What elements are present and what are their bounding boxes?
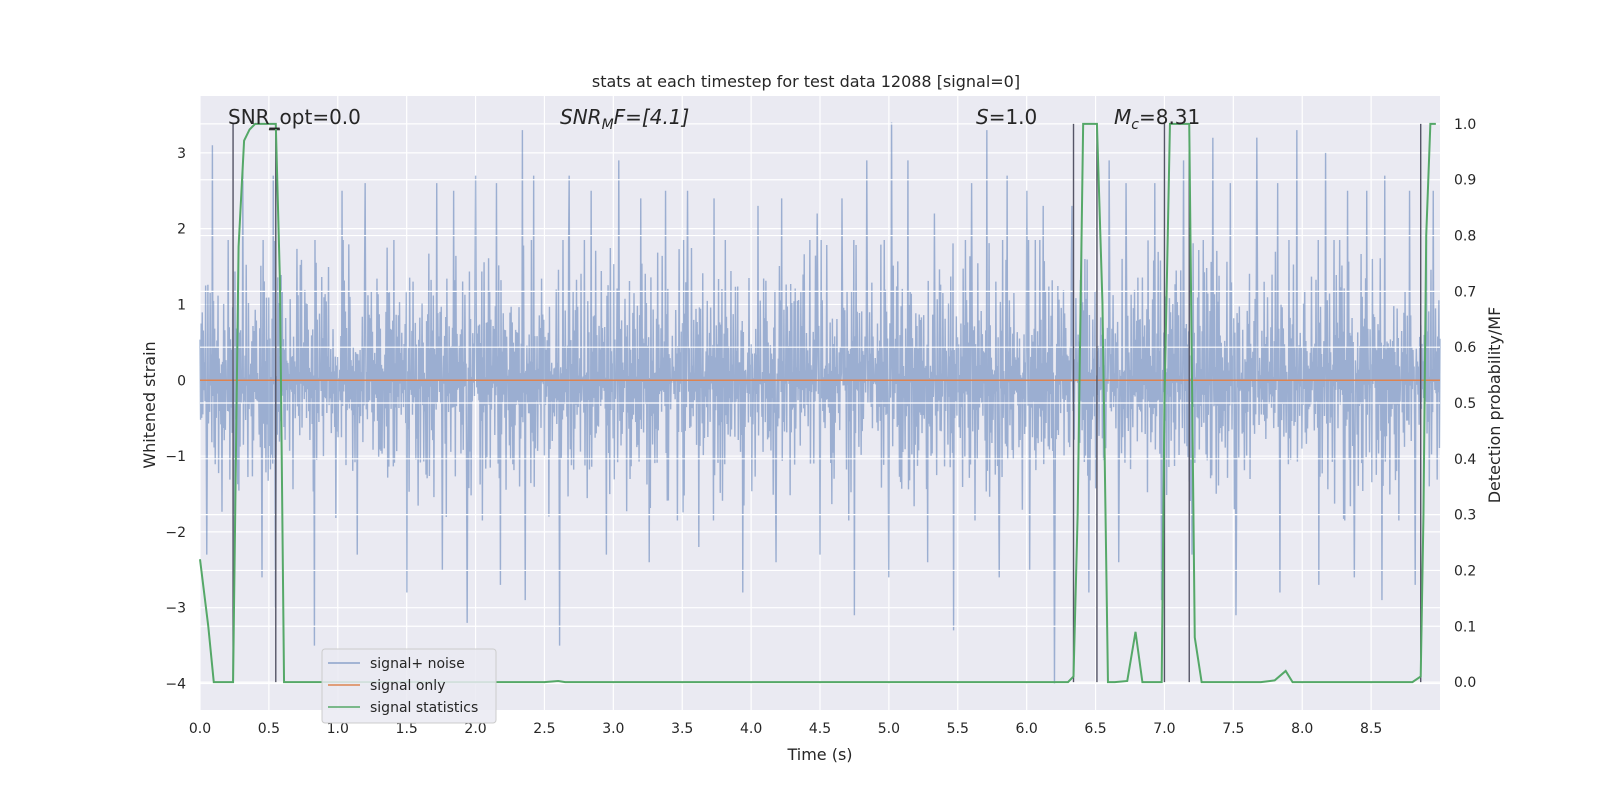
y-axis-right-ticks: 0.0 0.1 0.2 0.3 0.4 0.5 0.6 0.7 0.8 0.9 1.0 [1454,117,1476,691]
x-tick-label: 4.5 [809,721,831,737]
y-tick-label-right: 0.8 [1454,229,1476,245]
y-tick-label-right: 0.3 [1454,508,1476,524]
annotation-s: S=1.0 [976,105,1037,129]
y-tick-label-right: 0.1 [1454,619,1476,635]
x-tick-label: 4.0 [740,721,762,737]
x-tick-label: 6.5 [1084,721,1106,737]
legend-box [321,648,497,724]
x-tick-label: 0.0 [189,721,211,737]
chart-title: stats at each timestep for test data 120… [592,72,1020,91]
annotation-snr-opt: SNR_opt=0.0 [228,105,361,129]
y-tick-label-right: 0.5 [1454,396,1476,412]
annotation-mc-main: M [1114,105,1131,129]
y-axis-right-label: Detection probability/MF [1485,307,1504,504]
y-tick-label-left: −4 [165,676,186,692]
y-tick-label-left: −2 [165,525,186,541]
x-tick-label: 1.5 [396,721,418,737]
x-tick-label: 1.0 [327,721,349,737]
x-tick-label: 6.0 [1016,721,1038,737]
y-tick-label-right: 0.2 [1454,563,1476,579]
annotation-mc-sub: c [1131,117,1139,133]
y-axis-left-label: Whitened strain [140,341,159,468]
legend-label-signal-statistics: signal statistics [370,700,478,716]
legend: signal+ noise signal only signal statist… [321,648,497,724]
x-tick-label: 3.5 [671,721,693,737]
x-tick-label: 0.5 [258,721,280,737]
y-tick-label-right: 0.7 [1454,284,1476,300]
legend-label-signal-only: signal only [370,678,445,694]
x-tick-label: 8.0 [1291,721,1313,737]
annotation-snr-mf: SNRMF=[4.1] [560,105,689,133]
annotation-mc: Mc=8.31 [1114,105,1200,133]
y-tick-label-left: 2 [177,222,186,238]
y-tick-label-left: 3 [177,146,186,162]
x-axis-ticks: 0.0 0.5 1.0 1.5 2.0 2.5 3.0 3.5 4.0 4.5 5.0 5.5 6.0 6… [189,721,1382,737]
x-tick-label: 7.0 [1153,721,1175,737]
y-tick-label-right: 0.0 [1454,675,1476,691]
x-tick-label: 3.0 [602,721,624,737]
y-tick-label-right: 0.9 [1454,173,1476,189]
x-axis-label: Time (s) [786,745,852,764]
series-signal-statistics [199,122,1436,684]
annotation-snr-mf-rest: F=[4.1] [614,105,690,129]
annotation-s-main: S [976,105,989,129]
annotation-mc-rest: =8.31 [1139,105,1200,129]
x-tick-label: 2.5 [533,721,555,737]
y-tick-label-left: −1 [165,449,186,465]
x-tick-label: 5.0 [878,721,900,737]
x-tick-label: 8.5 [1360,721,1382,737]
y-tick-label-right: 1.0 [1454,117,1476,133]
y-tick-label-right: 0.6 [1454,340,1476,356]
y-tick-label-right: 0.4 [1454,452,1476,468]
series-signal-plus-noise [199,122,1441,684]
y-axis-left-ticks: −4 −3 −2 −1 0 1 2 3 [165,146,186,693]
y-tick-label-left: −3 [165,601,186,617]
series-signal-plus-noise-path [199,122,1441,684]
annotation-snr-mf-main: SNR [560,105,602,129]
y-tick-label-left: 0 [177,373,186,389]
x-tick-label: 5.5 [947,721,969,737]
y-tick-label-left: 1 [177,297,186,313]
annotation-snr-mf-sub: M [602,117,614,133]
annotation-s-rest: =1.0 [989,105,1038,129]
x-tick-label: 7.5 [1222,721,1244,737]
x-tick-label: 2.0 [464,721,486,737]
legend-label-signal-plus-noise: signal+ noise [370,656,465,672]
